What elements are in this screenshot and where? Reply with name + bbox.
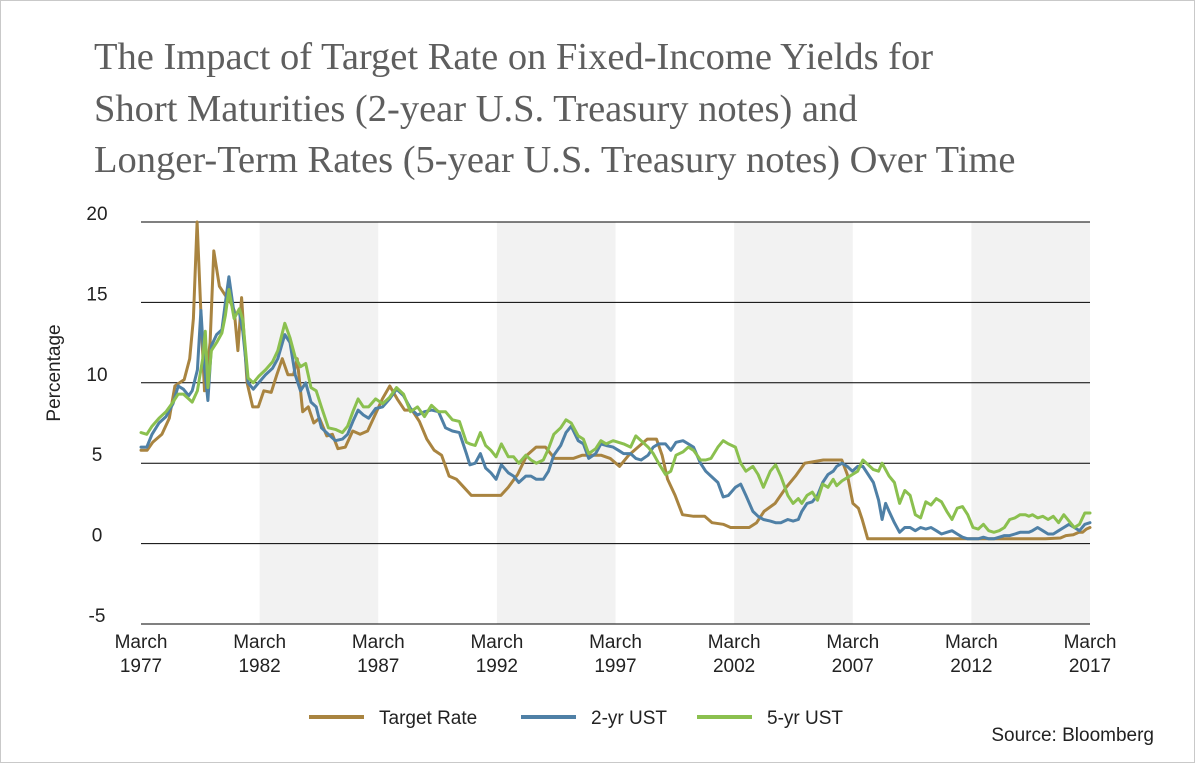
plot-band xyxy=(496,222,616,624)
series-line-target-rate xyxy=(139,220,1092,541)
x-tick-label: 2002 xyxy=(713,656,755,677)
series-line-2-yr-ust xyxy=(139,275,1092,541)
legend-label: Target Rate xyxy=(379,708,477,729)
plot-band xyxy=(971,222,1090,624)
legend-label: 2-yr UST xyxy=(591,708,667,729)
x-tick-label: March xyxy=(233,632,286,653)
x-tick-label: 1997 xyxy=(594,656,636,677)
x-tick-label: March xyxy=(470,632,523,653)
series-line-5-yr-ust xyxy=(139,288,1092,534)
title-line-3: Longer-Term Rates (5-year U.S. Treasury … xyxy=(94,139,1016,181)
y-tick-label: 20 xyxy=(86,204,107,225)
x-tick-label: March xyxy=(826,632,879,653)
x-tick-label: 2007 xyxy=(832,656,874,677)
y-axis-label: Percentage xyxy=(44,324,65,421)
y-tick-label: 0 xyxy=(92,526,103,547)
x-tick-label: March xyxy=(1064,632,1117,653)
y-tick-label: -5 xyxy=(89,606,106,627)
plot-band xyxy=(734,222,853,624)
y-tick-label: 10 xyxy=(86,365,107,386)
title-line-2: Short Maturities (2-year U.S. Treasury n… xyxy=(94,87,858,130)
title-line-1: The Impact of Target Rate on Fixed-Incom… xyxy=(94,36,934,78)
x-tick-label: March xyxy=(589,632,642,653)
source-note: Source: Bloomberg xyxy=(991,725,1154,746)
y-tick-label: 15 xyxy=(86,284,107,305)
x-tick-label: March xyxy=(352,632,405,653)
x-tick-label: March xyxy=(115,632,168,653)
x-tick-label: 1977 xyxy=(120,656,162,677)
chart-title: The Impact of Target Rate on Fixed-Incom… xyxy=(94,32,1174,187)
x-tick-label: 2012 xyxy=(950,656,992,677)
x-tick-label: 1987 xyxy=(357,656,399,677)
x-tick-label: 1982 xyxy=(238,656,280,677)
x-tick-label: March xyxy=(945,632,998,653)
x-tick-label: 1992 xyxy=(476,656,518,677)
legend-label: 5-yr UST xyxy=(767,708,843,729)
y-tick-label: 5 xyxy=(92,445,103,466)
x-tick-label: March xyxy=(708,632,761,653)
x-tick-label: 2017 xyxy=(1069,656,1111,677)
